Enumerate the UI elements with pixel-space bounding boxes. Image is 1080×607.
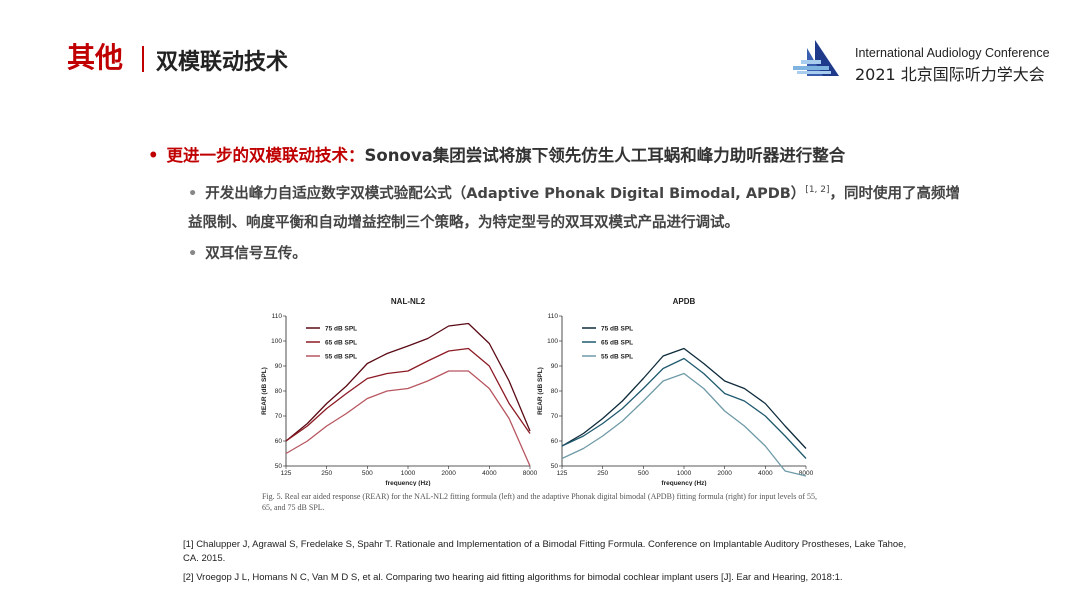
sub-bullet-text-cont: ，同时使用了高频增益限制、响度平衡和自动增益控制三个策略，为特定型号的双耳双模式… bbox=[188, 185, 961, 231]
y-tick-label: 100 bbox=[271, 338, 282, 345]
y-axis-label: REAR (dB SPL) bbox=[537, 367, 544, 415]
x-tick-label: 1000 bbox=[677, 470, 692, 477]
y-axis-label: REAR (dB SPL) bbox=[261, 367, 268, 415]
x-axis-label: frequency (Hz) bbox=[385, 480, 430, 486]
series-line-1 bbox=[285, 322, 531, 442]
chart-nal-nl2: NAL-NL2 50 60 70 80 90 100 110 125 250 500 1000 2000… bbox=[261, 297, 538, 486]
bullet-dot: • bbox=[148, 146, 159, 165]
sub-bullet-apdb: • 开发出峰力自适应数字双模式验配公式（Adaptive Phonak Digit… bbox=[188, 176, 968, 238]
legend-label: 75 dB SPL bbox=[601, 325, 633, 332]
main-bullet-text: Sonova集团尝试将旗下领先仿生人工耳蜗和峰力助听器进行整合 bbox=[364, 146, 846, 165]
series-line-2 bbox=[561, 357, 807, 459]
y-tick-label: 110 bbox=[272, 313, 283, 320]
y-tick-label: 60 bbox=[551, 438, 559, 445]
y-tick-label: 90 bbox=[551, 363, 559, 370]
x-axis-label: frequency (Hz) bbox=[661, 480, 706, 486]
chart-title: NAL-NL2 bbox=[391, 297, 426, 306]
conference-name-cn: 2021 北京国际听力学大会 bbox=[855, 65, 1045, 84]
main-bullet: • 更进一步的双模联动技术：Sonova集团尝试将旗下领先仿生人工耳蜗和峰力助听器… bbox=[148, 142, 845, 166]
y-tick-label: 70 bbox=[275, 413, 283, 420]
sub-bullet-text: 双耳信号互传。 bbox=[205, 246, 307, 262]
y-tick-label: 100 bbox=[547, 338, 558, 345]
bullet-dot: • bbox=[188, 185, 198, 202]
reference-2: [2] Vroegop J L, Homans N C, Van M D S, … bbox=[183, 572, 843, 583]
series-line-2 bbox=[285, 347, 531, 442]
y-tick-label: 50 bbox=[551, 463, 559, 470]
series-line-3 bbox=[285, 370, 531, 467]
x-tick-label: 125 bbox=[557, 470, 568, 477]
sub-bullet-text: 开发出峰力自适应数字双模式验配公式（Adaptive Phonak Digita… bbox=[205, 185, 806, 202]
x-tick-label: 500 bbox=[638, 470, 649, 477]
legend-label: 65 dB SPL bbox=[601, 339, 633, 346]
x-tick-label: 250 bbox=[597, 470, 608, 477]
rear-charts-figure: NAL-NL2 50 60 70 80 90 100 110 125 250 500 1000 2000… bbox=[261, 297, 814, 486]
y-tick-label: 70 bbox=[551, 413, 559, 420]
slide-header: 其他 双模联动技术 International Audiology Confer… bbox=[0, 0, 1080, 90]
x-tick-label: 250 bbox=[321, 470, 332, 477]
x-tick-label: 1000 bbox=[401, 470, 416, 477]
figure-caption: Fig. 5. Real ear aided response (REAR) f… bbox=[262, 492, 817, 512]
bullet-dot: • bbox=[188, 246, 198, 262]
series-line-1 bbox=[561, 347, 807, 449]
title-divider bbox=[142, 46, 144, 72]
x-tick-label: 500 bbox=[362, 470, 373, 477]
conference-logo-icon bbox=[793, 40, 839, 76]
legend-label: 75 dB SPL bbox=[325, 325, 357, 332]
section-title: 其他 bbox=[67, 41, 124, 74]
x-tick-label: 8000 bbox=[799, 470, 814, 477]
x-tick-label: 4000 bbox=[758, 470, 773, 477]
main-bullet-lead: 更进一步的双模联动技术： bbox=[166, 146, 365, 165]
y-tick-label: 110 bbox=[548, 313, 559, 320]
y-tick-label: 50 bbox=[275, 463, 283, 470]
sub-bullet-binaural: • 双耳信号互传。 bbox=[188, 240, 307, 269]
series-line-3 bbox=[561, 372, 807, 477]
chart-title: APDB bbox=[673, 297, 696, 306]
topic-title: 双模联动技术 bbox=[156, 50, 289, 75]
x-tick-label: 8000 bbox=[523, 470, 538, 477]
x-tick-label: 4000 bbox=[482, 470, 497, 477]
x-tick-label: 2000 bbox=[717, 470, 732, 477]
legend-label: 55 dB SPL bbox=[601, 353, 633, 360]
x-tick-label: 2000 bbox=[441, 470, 456, 477]
legend-label: 55 dB SPL bbox=[325, 353, 357, 360]
citation-ref: [1, 2] bbox=[805, 185, 830, 195]
y-tick-label: 80 bbox=[551, 388, 559, 395]
x-tick-label: 125 bbox=[281, 470, 292, 477]
reference-1: [1] Chalupper J, Agrawal S, Fredelake S,… bbox=[183, 539, 907, 564]
y-tick-label: 60 bbox=[275, 438, 283, 445]
y-tick-label: 90 bbox=[275, 363, 283, 370]
y-tick-label: 80 bbox=[275, 388, 283, 395]
conference-name-en: International Audiology Conference bbox=[855, 46, 1050, 60]
chart-apdb: APDB 50 60 70 80 90 100 110 125 250 500 1000 2000 400… bbox=[537, 297, 814, 486]
legend-label: 65 dB SPL bbox=[325, 339, 357, 346]
